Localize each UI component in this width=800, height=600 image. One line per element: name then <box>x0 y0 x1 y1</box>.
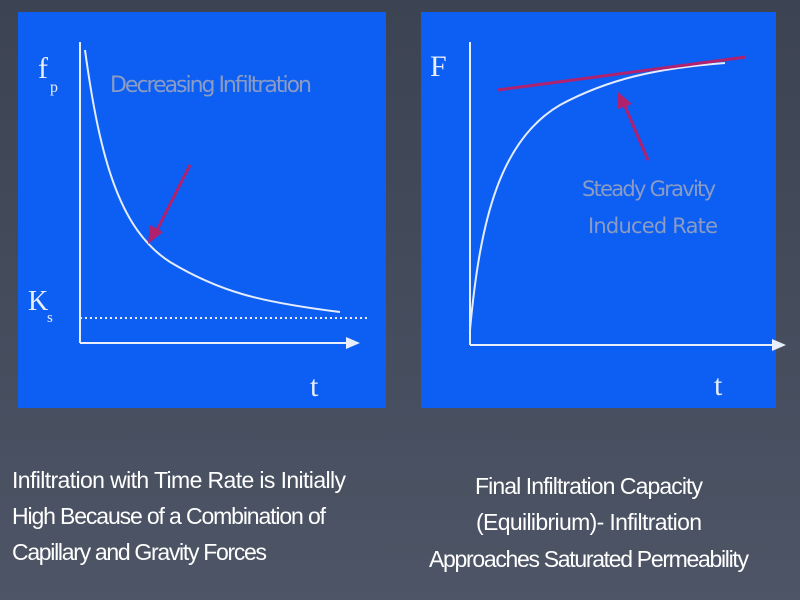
caption-line: High Because of a Combination of <box>12 503 327 529</box>
axis-arrow <box>772 339 786 351</box>
y-label: f <box>38 52 48 85</box>
rate-line <box>497 55 747 92</box>
right-panel: F Steady Gravity Induced Rate t <box>421 12 786 408</box>
caption-line: Approaches Saturated Permeability <box>429 546 750 572</box>
panel-bg <box>421 12 776 408</box>
x-label: t <box>714 369 723 402</box>
baseline-label-sub: s <box>47 310 53 326</box>
annotation-line: Induced Rate <box>588 214 718 238</box>
caption-line: (Equilibrium)- Infiltration <box>476 509 702 535</box>
caption-line: Infiltration with Time Rate is Initially <box>12 467 347 493</box>
y-label: F <box>430 50 447 83</box>
caption-line: Capillary and Gravity Forces <box>12 539 267 565</box>
arrow <box>154 164 192 233</box>
infiltration-curve <box>84 49 341 313</box>
curve-label: Decreasing Infiltration <box>110 73 312 98</box>
arrow-head <box>148 225 163 244</box>
cumulative-curve <box>469 62 726 331</box>
axis-arrow <box>346 337 360 349</box>
right-caption: Final Infiltration Capacity (Equilibrium… <box>429 473 750 572</box>
annotation-line: Steady Gravity <box>582 177 716 201</box>
left-caption: Infiltration with Time Rate is Initially… <box>12 467 347 565</box>
x-label: t <box>310 370 319 403</box>
arrow <box>622 103 650 161</box>
caption-line: Final Infiltration Capacity <box>475 473 704 499</box>
baseline-label: K <box>28 286 48 317</box>
left-panel: f p Decreasing Infiltration K s t <box>18 12 386 408</box>
arrow-head <box>618 92 632 109</box>
y-label-sub: p <box>50 79 58 96</box>
panel-bg <box>18 12 386 408</box>
